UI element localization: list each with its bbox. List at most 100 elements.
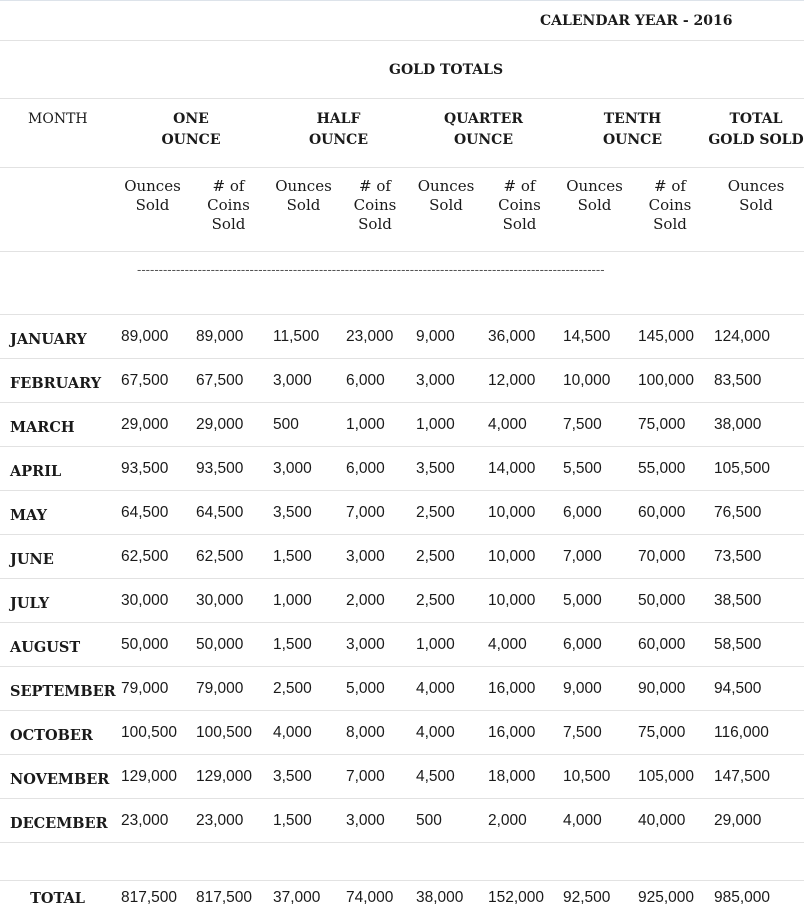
value-cell: 36,000: [482, 315, 557, 359]
value-cell: 116,000: [708, 711, 804, 755]
header-word: Sold: [340, 215, 410, 234]
total-value-cell: 37,000: [267, 881, 340, 915]
total-value-cell: 817,500: [190, 881, 267, 915]
value-cell: 100,500: [115, 711, 190, 755]
value-cell: 3,500: [267, 491, 340, 535]
value-cell: 90,000: [632, 667, 708, 711]
total-value-cell: 92,500: [557, 881, 632, 915]
group-header-line1: QUARTER: [410, 109, 557, 130]
group-header-line2: OUNCE: [557, 130, 708, 151]
value-cell: 124,000: [708, 315, 804, 359]
group-header-line1: ONE: [115, 109, 267, 130]
value-cell: 10,000: [482, 491, 557, 535]
value-cell: 60,000: [632, 623, 708, 667]
month-label: DECEMBER: [0, 799, 115, 843]
month-label: MARCH: [0, 403, 115, 447]
header-word: Sold: [557, 196, 632, 215]
header-word: Sold: [115, 196, 190, 215]
value-cell: 10,000: [482, 579, 557, 623]
value-cell: 3,000: [267, 447, 340, 491]
value-cell: 4,000: [482, 403, 557, 447]
value-cell: 64,500: [115, 491, 190, 535]
value-cell: 2,500: [410, 579, 482, 623]
value-cell: 29,000: [708, 799, 804, 843]
value-cell: 5,000: [557, 579, 632, 623]
value-cell: 70,000: [632, 535, 708, 579]
divider-line: ----------------------------------------…: [115, 252, 804, 315]
value-cell: 5,500: [557, 447, 632, 491]
value-cell: 55,000: [632, 447, 708, 491]
month-label: APRIL: [0, 447, 115, 491]
value-cell: 79,000: [190, 667, 267, 711]
header-word: Sold: [267, 196, 340, 215]
value-cell: 7,500: [557, 711, 632, 755]
header-word: Sold: [410, 196, 482, 215]
total-value-cell: 985,000: [708, 881, 804, 915]
header-word: Ounces: [557, 177, 632, 196]
month-label: JUNE: [0, 535, 115, 579]
value-cell: 10,500: [557, 755, 632, 799]
header-word: Coins: [482, 196, 557, 215]
value-cell: 38,000: [708, 403, 804, 447]
value-cell: 94,500: [708, 667, 804, 711]
value-cell: 3,500: [267, 755, 340, 799]
value-cell: 6,000: [557, 491, 632, 535]
value-cell: 75,000: [632, 403, 708, 447]
group-header-line2: OUNCE: [115, 130, 267, 151]
value-cell: 4,000: [557, 799, 632, 843]
value-cell: 5,000: [340, 667, 410, 711]
header-word: Sold: [482, 215, 557, 234]
header-word: Coins: [632, 196, 708, 215]
value-cell: 89,000: [190, 315, 267, 359]
month-label: AUGUST: [0, 623, 115, 667]
header-word: Ounces: [115, 177, 190, 196]
value-cell: 100,000: [632, 359, 708, 403]
value-cell: 7,000: [340, 491, 410, 535]
value-cell: 60,000: [632, 491, 708, 535]
value-cell: 6,000: [340, 447, 410, 491]
group-header-line2: OUNCE: [410, 130, 557, 151]
value-cell: 58,500: [708, 623, 804, 667]
value-cell: 1,000: [410, 623, 482, 667]
header-word: # of: [482, 177, 557, 196]
value-cell: 64,500: [190, 491, 267, 535]
value-cell: 1,000: [340, 403, 410, 447]
value-cell: 2,500: [410, 535, 482, 579]
month-label: FEBRUARY: [0, 359, 115, 403]
header-word: # of: [340, 177, 410, 196]
header-word: # of: [632, 177, 708, 196]
total-value-cell: 817,500: [115, 881, 190, 915]
group-header-line1: TENTH: [557, 109, 708, 130]
value-cell: 6,000: [557, 623, 632, 667]
value-cell: 7,000: [340, 755, 410, 799]
header-word: Ounces: [708, 177, 804, 196]
value-cell: 93,500: [115, 447, 190, 491]
total-label: TOTAL: [0, 881, 115, 915]
value-cell: 2,000: [482, 799, 557, 843]
month-label: OCTOBER: [0, 711, 115, 755]
value-cell: 93,500: [190, 447, 267, 491]
calendar-year-title: CALENDAR YEAR - 2016: [0, 1, 804, 41]
value-cell: 1,000: [410, 403, 482, 447]
header-word: Ounces: [267, 177, 340, 196]
value-cell: 105,500: [708, 447, 804, 491]
month-header: MONTH: [0, 99, 115, 168]
value-cell: 1,500: [267, 799, 340, 843]
month-label: JULY: [0, 579, 115, 623]
value-cell: 129,000: [115, 755, 190, 799]
value-cell: 62,500: [190, 535, 267, 579]
section-title: GOLD TOTALS: [0, 41, 804, 99]
